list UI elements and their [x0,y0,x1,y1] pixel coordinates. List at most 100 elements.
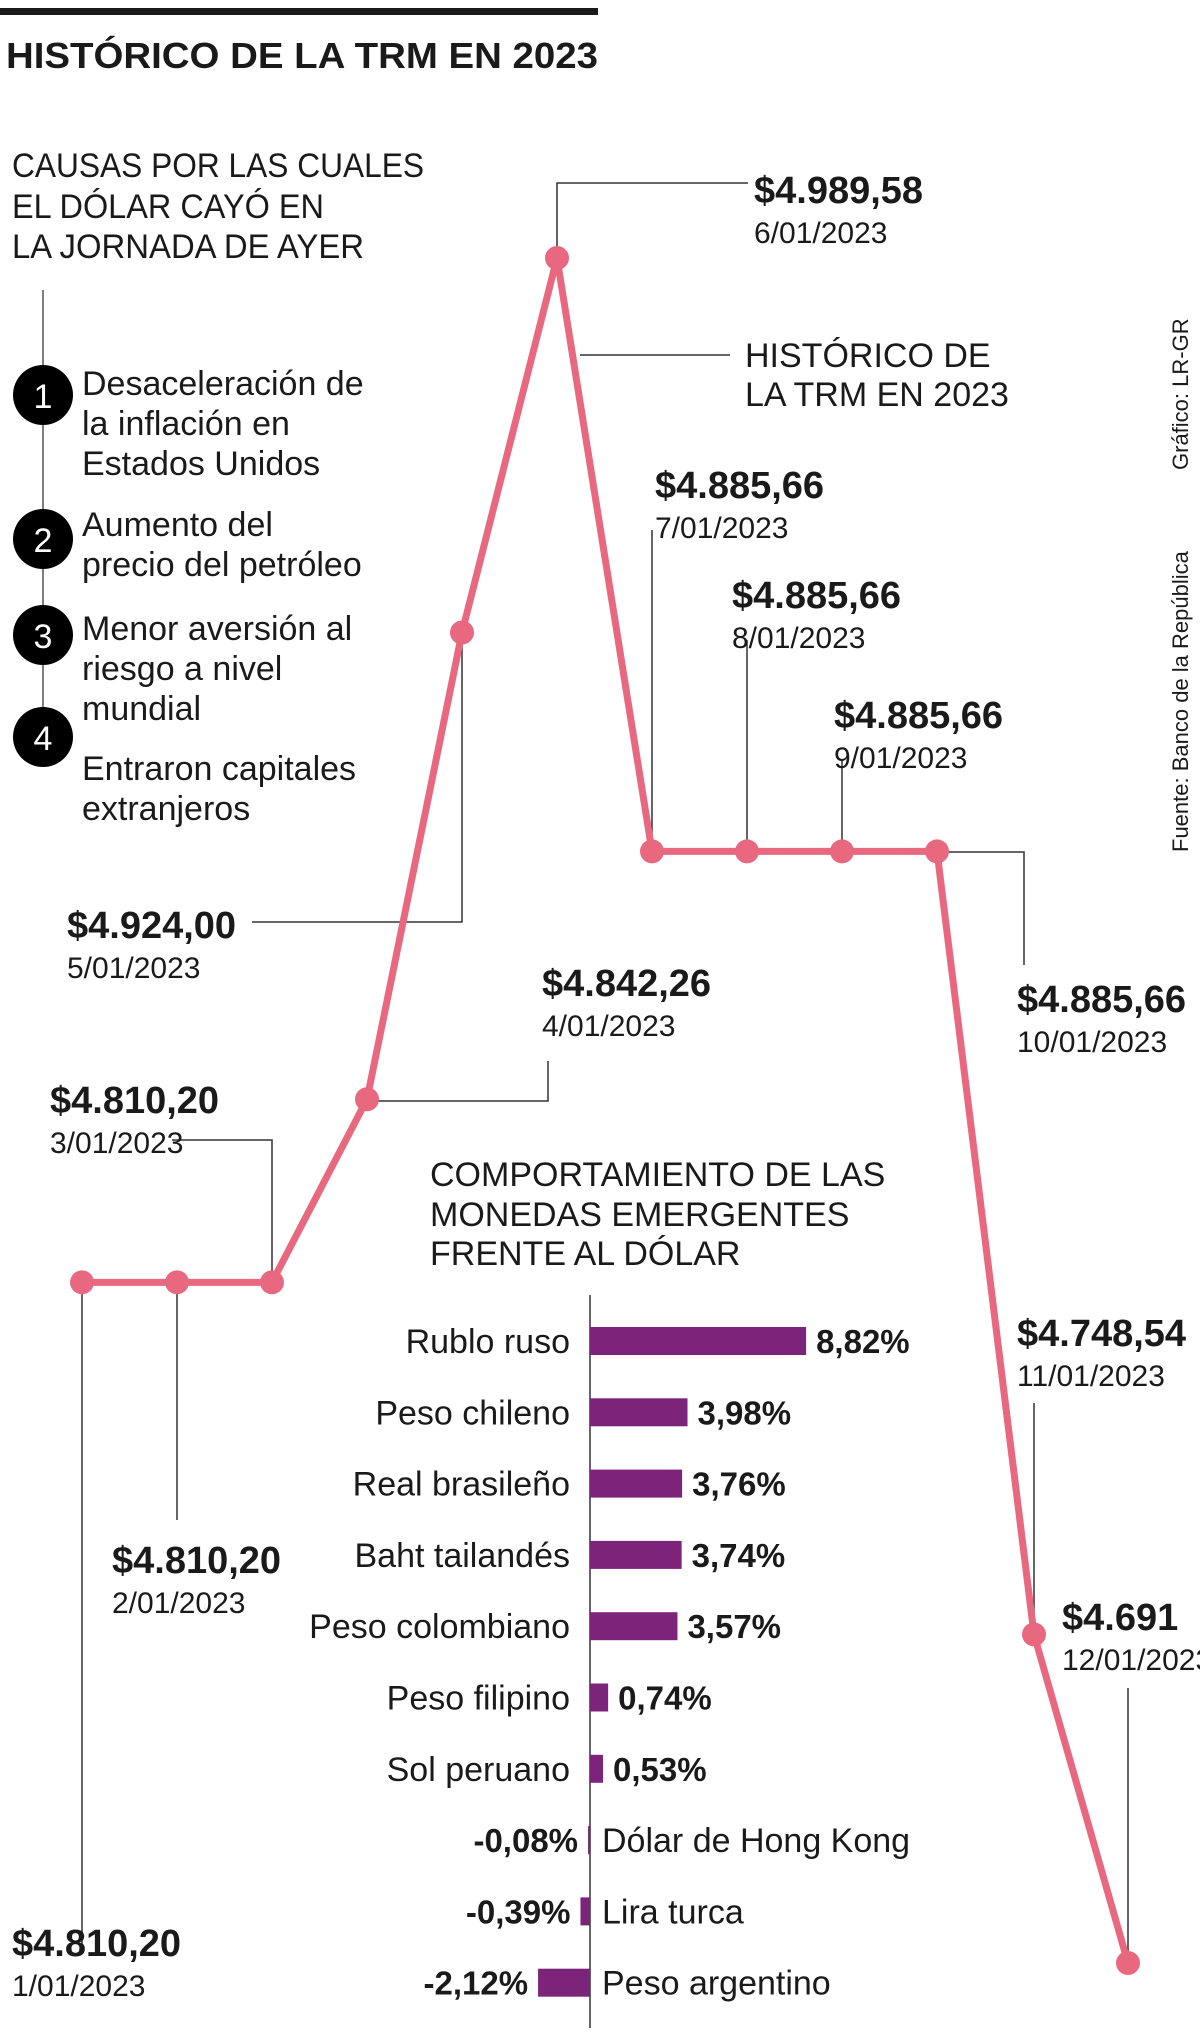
bar-value-4: 3,74% [692,1537,786,1574]
bar-2 [590,1398,688,1427]
bar-chart-title-line-3: FRENTE AL DÓLAR [430,1235,740,1273]
trm-date-label-12: 12/01/2023 [1062,1644,1200,1677]
trm-point-4 [355,1087,379,1112]
cause-number-2: 2 [34,522,53,560]
trm-point-10 [925,839,949,864]
cause-3-line-1: Menor aversión al [82,610,352,648]
trm-date-label-4: 4/01/2023 [542,1010,675,1043]
line-chart-points [70,246,1140,1975]
trm-point-11 [1022,1622,1046,1647]
bar-5 [590,1612,678,1641]
cause-number-1: 1 [34,378,53,416]
trm-value-label-4: $4.842,26 [542,963,711,1005]
bar-6 [590,1683,609,1712]
bar-category-10: Peso argentino [602,1965,831,2003]
trm-point-2 [165,1270,189,1295]
trm-value-label-5: $4.924,00 [67,905,236,947]
cause-4-line-2: extranjeros [82,790,250,828]
bar-value-3: 3,76% [692,1466,786,1503]
bar-category-5: Peso colombiano [309,1608,570,1646]
bar-value-1: 8,82% [816,1323,910,1360]
bar-7 [590,1754,603,1783]
trm-point-12 [1116,1951,1140,1975]
trm-value-label-8: $4.885,66 [732,575,901,617]
trm-value-label-10: $4.885,66 [1017,979,1186,1021]
trm-leader-5 [252,632,463,923]
trm-date-label-2: 2/01/2023 [112,1587,245,1620]
trm-value-label-7: $4.885,66 [655,465,824,507]
cause-3-line-3: mundial [82,690,201,728]
bar-category-6: Peso filipino [387,1680,570,1718]
trm-point-7 [640,839,664,864]
cause-2-line-2: precio del petróleo [82,546,362,584]
cause-4-line-1: Entraron capitales [82,750,356,788]
bar-value-10: -2,12% [423,1965,528,2002]
bar-category-7: Sol peruano [387,1751,570,1789]
cause-1-line-2: la inflación en [82,405,290,443]
trm-date-label-5: 5/01/2023 [67,952,200,985]
causes-section: CAUSAS POR LAS CUALES EL DÓLAR CAYÓ EN L… [12,147,424,828]
bar-chart-bars: Rublo ruso 8,82% Peso chileno 3,98% Real bra… [309,1323,910,2003]
trm-date-label-6: 6/01/2023 [754,217,887,250]
trm-leader-4 [367,1061,549,1102]
bar-category-9: Lira turca [602,1893,744,1931]
causes-heading-line-2: EL DÓLAR CAYÓ EN [12,188,324,226]
cause-3-line-2: riesgo a nivel [82,650,282,688]
bar-value-5: 3,57% [687,1608,781,1645]
trm-date-label-9: 9/01/2023 [834,742,967,775]
bar-9 [580,1897,590,1926]
trm-date-label-7: 7/01/2023 [655,512,788,545]
trm-value-label-3: $4.810,20 [50,1080,219,1122]
trm-point-6 [545,246,569,270]
trm-value-label-6: $4.989,58 [754,170,923,212]
trm-point-9 [830,839,854,864]
trm-value-label-2: $4.810,20 [112,1540,281,1582]
bar-value-2: 3,98% [698,1394,792,1431]
trm-leader-10 [937,851,1025,965]
trm-leader-3 [172,1139,273,1283]
causes-heading-line-1: CAUSAS POR LAS CUALES [12,147,424,185]
trm-point-1 [70,1270,94,1295]
bar-8 [588,1826,591,1855]
trm-value-label-9: $4.885,66 [834,695,1003,737]
cause-1-line-3: Estados Unidos [82,445,320,483]
bar-10 [538,1968,590,1997]
line-chart-labels: $4.810,20 1/01/2023 $4.810,20 2/01/2023 $4.8… [12,170,1200,2003]
bar-value-9: -0,39% [466,1893,571,1930]
line-series-label-line-1: HISTÓRICO DE [745,337,991,375]
cause-badge-1 [13,365,73,425]
trm-point-8 [735,839,759,864]
bar-category-8: Dólar de Hong Kong [602,1822,910,1860]
bar-value-8: -0,08% [473,1822,578,1859]
causes-heading-line-3: LA JORNADA DE AYER [12,228,364,266]
cause-1-line-1: Desaceleración de [82,365,364,403]
bar-category-3: Real brasileño [353,1466,570,1504]
trm-date-label-3: 3/01/2023 [50,1127,183,1160]
bar-4 [590,1540,682,1569]
bar-category-4: Baht tailandés [355,1537,571,1575]
trm-date-label-1: 1/01/2023 [12,1970,145,2003]
trm-date-label-10: 10/01/2023 [1017,1026,1167,1059]
bar-3 [590,1469,683,1498]
trm-value-label-1: $4.810,20 [12,1923,181,1965]
bar-1 [590,1327,807,1355]
page-title: HISTÓRICO DE LA TRM EN 2023 [6,34,598,76]
trm-series-line [82,254,1132,1964]
trm-date-label-11: 11/01/2023 [1017,1360,1165,1393]
cause-badge-2 [13,509,73,569]
trm-value-label-11: $4.748,54 [1017,1313,1186,1355]
cause-number-3: 3 [34,618,53,656]
source-text: Fuente: Banco de la República [1168,550,1193,852]
bar-chart-title-line-1: COMPORTAMIENTO DE LAS [430,1156,885,1194]
line-chart-leaders [81,182,1129,1963]
cause-badge-3 [13,605,73,665]
title-rule [0,8,598,15]
bar-value-7: 0,53% [613,1751,707,1788]
cause-badge-4 [13,707,73,767]
bar-chart-title-line-2: MONEDAS EMERGENTES [430,1196,849,1234]
cause-number-4: 4 [34,720,53,758]
line-series-label-line-2: LA TRM EN 2023 [745,376,1009,414]
credit-text: Gráfico: LR-GR [1168,318,1193,470]
trm-point-3 [260,1270,284,1295]
